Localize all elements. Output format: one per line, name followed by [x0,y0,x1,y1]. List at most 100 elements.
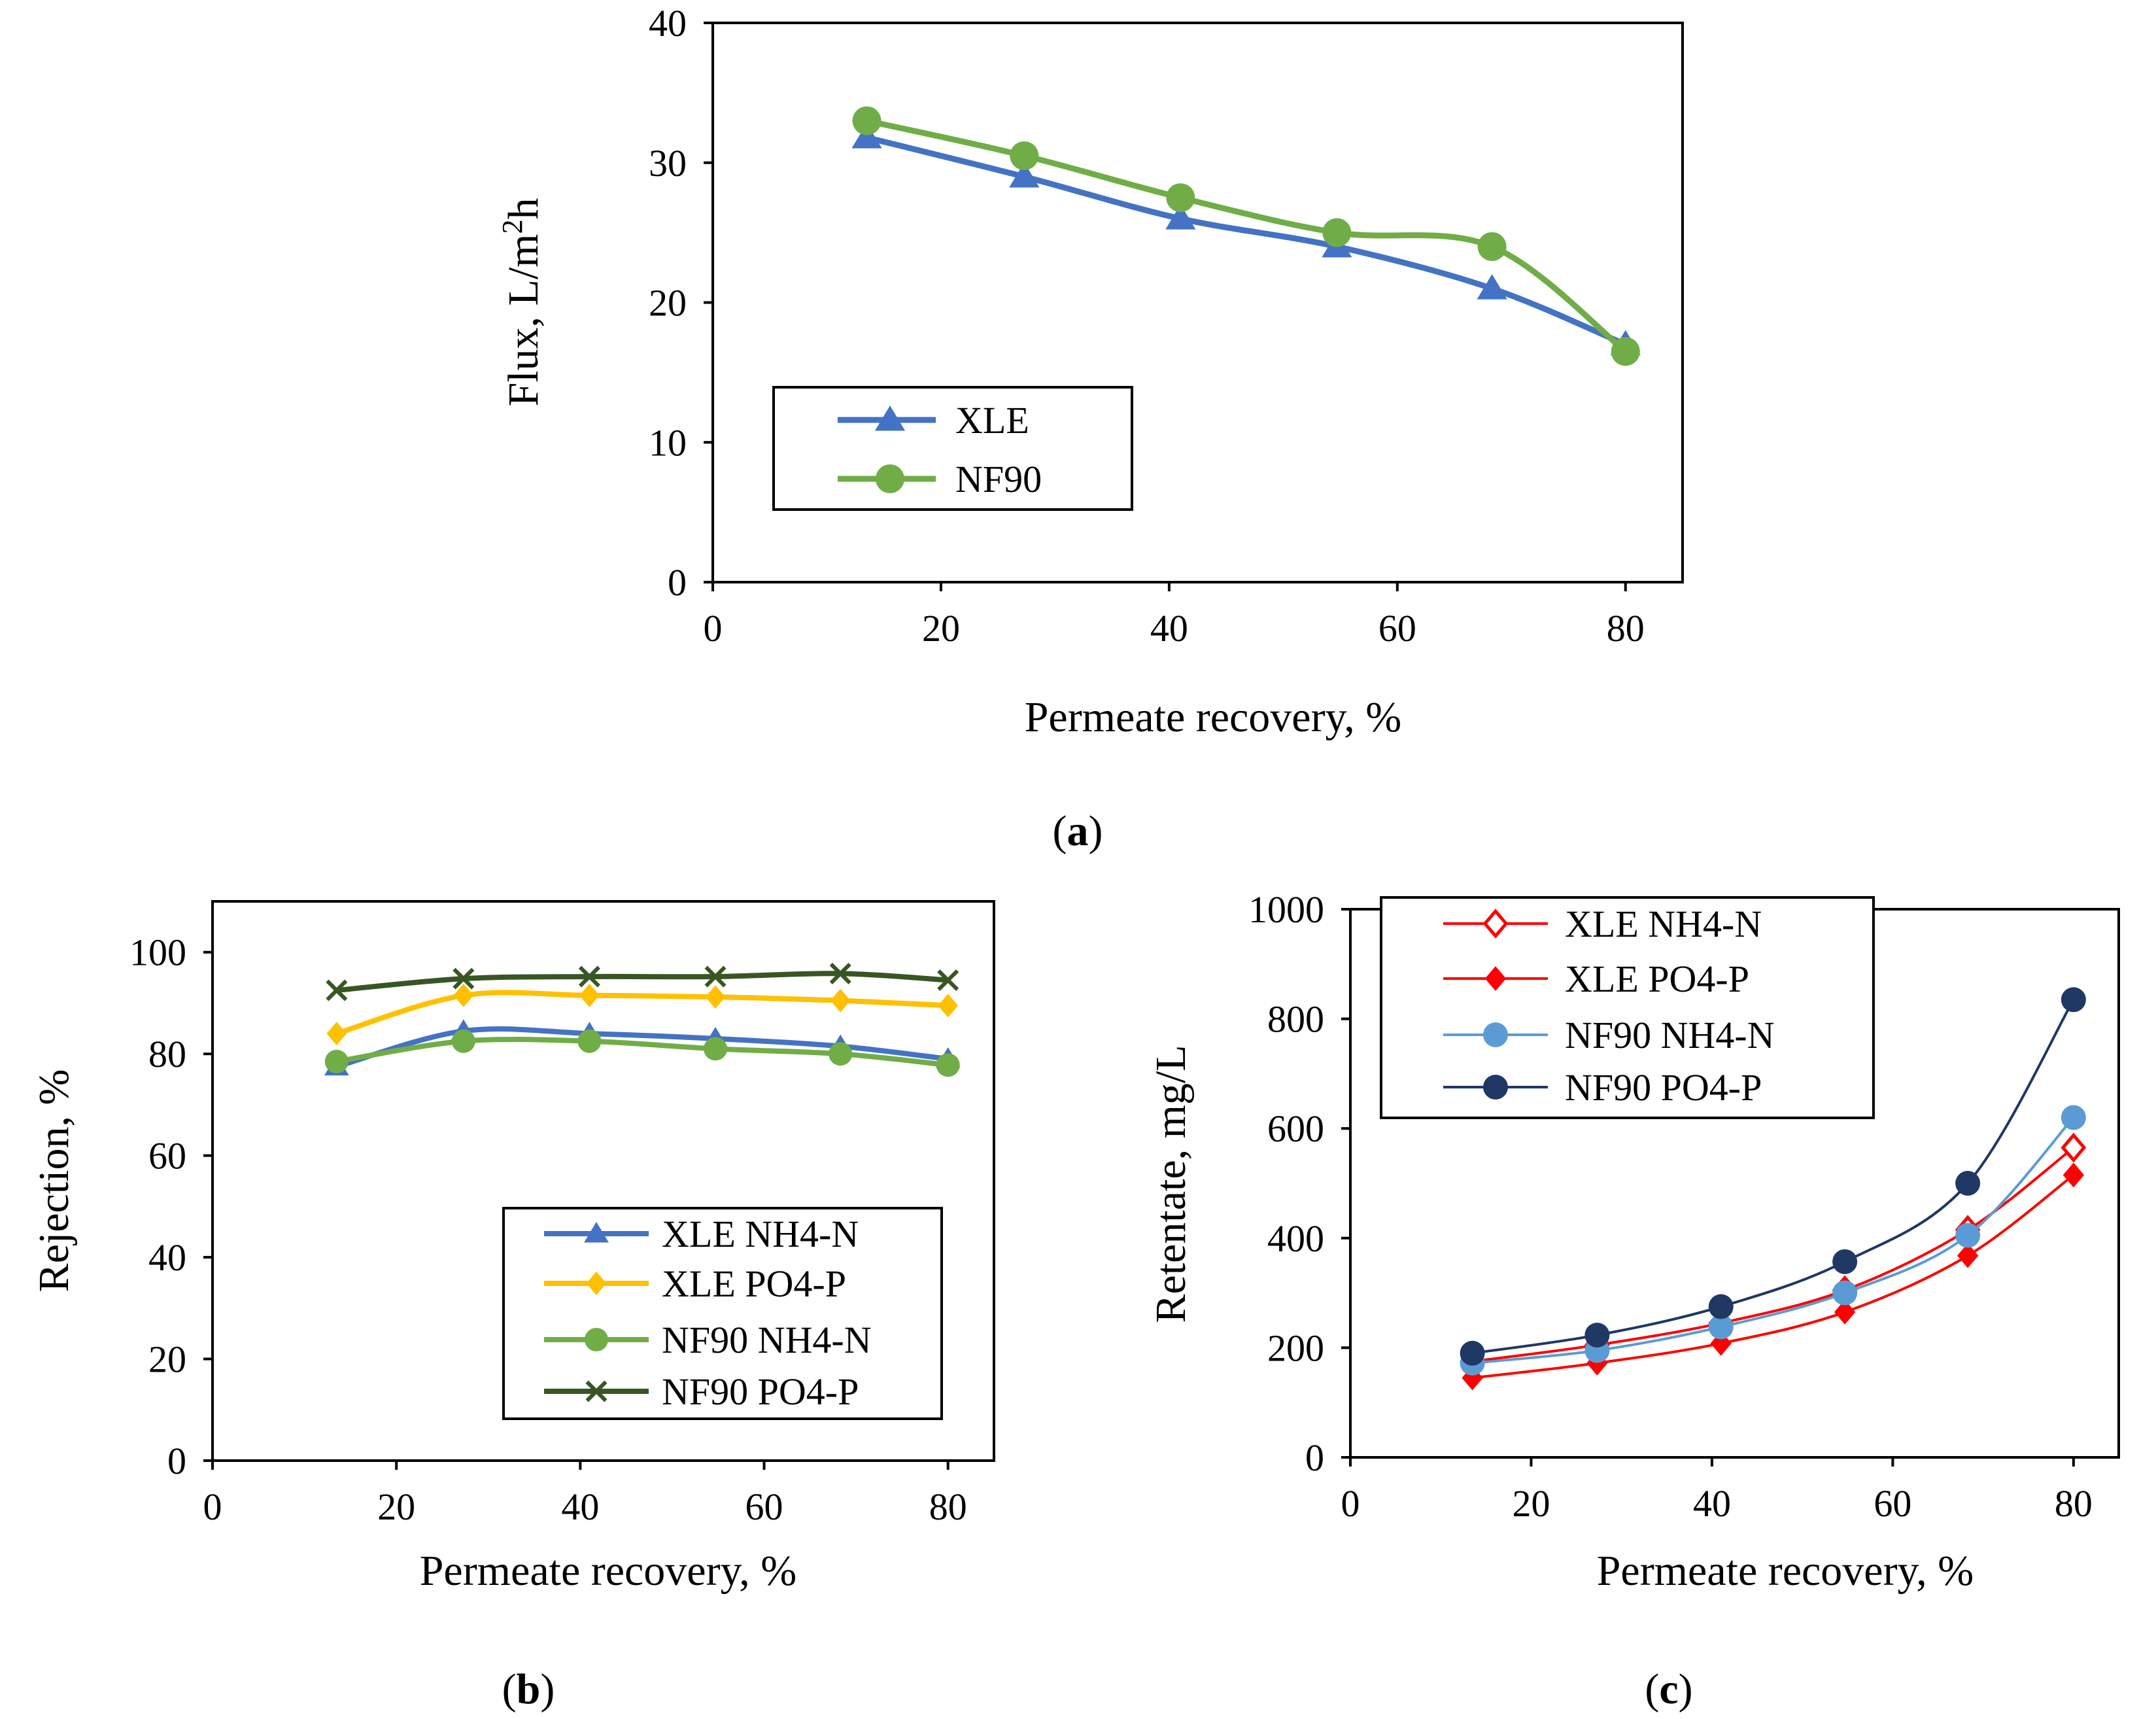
panel-c-x-tick-label: 60 [1874,1482,1911,1525]
panel-b-legend-marker-xle-nh4-n [584,1222,609,1243]
panel-a-y-axis-title-main: Flux, L/m [500,234,547,406]
panel-c-x-tick-label: 40 [1693,1482,1731,1525]
panel-a-legend: XLE NF90 [772,386,1133,511]
panel-b-series-line-nf90-nh4-n [336,1036,949,1068]
panel-b-y-tick-label: 80 [148,1033,186,1075]
panel-a-point-nf90 [852,106,881,135]
panel-c-legend-marker-xle-po4-p [1484,966,1507,991]
panel-b-point-xle-po4-p [938,994,959,1018]
panel-a-x-axis-title: Permeate recovery, % [1025,693,1402,741]
panel-c-x-tick-label: 20 [1512,1482,1550,1525]
panel-b-x-tick-label: 80 [929,1485,967,1528]
panel-b-point-nf90-nh4-n [451,1029,475,1053]
panel-b-point-nf90-po4-p [578,965,600,988]
panel-b-legend-box [502,1207,943,1420]
panel-c-legend-label-xle-nh4n: XLE NH4-N [1565,903,1762,945]
panel-b-legend: XLE NH4-N XLE PO4-P NF90 NH4-N NF90 PO4-… [502,1207,943,1420]
panel-a-x-tick-label: 60 [1378,607,1416,650]
panel-c-point-nf90-po4-p [1708,1294,1734,1319]
panel-a-legend-marker-xle [874,406,906,431]
panel-c-point-xle-po4-p [1834,1299,1856,1325]
panel-a-point-nf90 [1322,218,1352,247]
panel-c-series-layer [1460,987,2087,1391]
panel-c-point-nf90-po4-p [1955,1171,1981,1196]
panel-a-x-tick-label: 20 [922,607,960,650]
panel-c-legend-entry-nf90-po4p: NF90 PO4-P [1443,1066,1762,1109]
panel-a-point-nf90 [1166,183,1195,213]
panel-a-caption-letter: a [1067,807,1089,855]
panel-b-y-tick-label: 0 [167,1440,186,1482]
panel-a-y-tick-label: 0 [668,561,687,604]
panel-a-x-tick-label: 40 [1150,607,1188,650]
panel-c-y-tick-label: 400 [1267,1217,1324,1260]
panel-c-legend-box [1380,896,1875,1119]
panel-b-point-nf90-nh4-n [936,1053,960,1077]
panel-b-y-tick-label: 60 [148,1135,186,1177]
panel-c-point-xle-nh4-n [2061,1132,2087,1163]
panel-b-caption: (b) [502,1665,555,1713]
panel-c-point-nf90-nh4-n [1955,1223,1981,1248]
panel-b-plot-frame [211,900,995,1462]
panel-b-y-tick-label: 20 [148,1338,186,1381]
panel-c-y-tick-label: 0 [1305,1436,1324,1479]
panel-c-series-line-xle-po4-p [1472,1173,2075,1380]
panel-c-x-tick-label: 0 [1341,1482,1360,1525]
panel-b-y-tick-label: 40 [148,1236,186,1279]
panel-a-y-tick-label: 20 [649,282,687,324]
panel-b-x-tick-label: 40 [561,1485,599,1528]
panel-b-y-axis-title: Rejection, % [30,1069,78,1293]
panel-b-ticks: 0 20 40 60 80 0 20 40 60 80 100 [129,931,967,1528]
panel-c-x-axis-title: Permeate recovery, % [1597,1547,1974,1595]
panel-c-legend-label-nf90-nh4n: NF90 NH4-N [1565,1014,1775,1056]
panel-b-y-tick-label: 100 [129,931,186,974]
panel-b-point-nf90-po4-p [704,965,727,988]
panel-a-y-tick-label: 40 [649,2,687,44]
panel-b-series-line-nf90-po4-p [336,971,948,994]
panel-a-legend-label-xle: XLE [955,399,1029,442]
panel-c-series-line-nf90-nh4-n [1472,1117,2075,1364]
panel-c-legend-entry-nf90-nh4n: NF90 NH4-N [1443,1014,1775,1056]
panel-b-x-tick-label: 0 [203,1485,222,1528]
panel-b-point-xle-po4-p [453,983,474,1007]
panel-b-series-line-xle-po4-p [335,990,948,1036]
panel-c-legend-label-xle-po4p: XLE PO4-P [1565,958,1749,1000]
panel-b-series-layer [324,962,961,1077]
panel-b-point-nf90-nh4-n [324,1049,349,1073]
panel-b-point-nf90-nh4-n [829,1042,853,1066]
panel-a-legend-box [772,386,1133,511]
panel-c-legend-entry-xle-po4p: XLE PO4-P [1443,958,1749,1000]
panel-a-legend-entry-nf90: NF90 [838,458,1042,500]
panel-c-point-nf90-nh4-n [1708,1314,1734,1340]
panel-c-y-axis-title: Retentate, mg/L [1147,1045,1195,1323]
panel-b-legend-marker-nf90-po4-p [585,1380,607,1402]
panel-c-legend-entry-xle-nh4n: XLE NH4-N [1443,903,1762,945]
panel-c-legend-marker-nf90-nh4-n [1483,1022,1508,1047]
panel-c-caption-letter: c [1659,1665,1678,1713]
panel-a-point-xle [1165,204,1196,230]
panel-a-point-xle [1477,274,1507,300]
panel-c-y-tick-label: 600 [1267,1107,1324,1150]
panel-c-caption: (c) [1645,1665,1692,1713]
panel-c-y-tick-label: 200 [1267,1327,1324,1369]
panel-c-legend-label-nf90-po4p: NF90 PO4-P [1565,1066,1762,1109]
panel-a-point-nf90 [1611,337,1640,366]
panel-c-point-nf90-po4-p [1460,1340,1485,1366]
panel-b-point-xle-po4-p [579,983,600,1007]
panel-a-legend-label-nf90: NF90 [955,458,1042,500]
panel-b-legend-label-nf90-po4p: NF90 PO4-P [662,1370,859,1413]
panel-b-point-xle-po4-p [705,985,726,1009]
panel-b-legend-entry-xle-nh4n: XLE NH4-N [544,1213,859,1255]
panel-c-series-line-xle-nh4-n [1472,1146,2075,1363]
panel-a-caption: (a) [1053,807,1103,855]
panel-c-legend: XLE NH4-N XLE PO4-P NF90 NH4-N NF90 PO4-… [1380,896,1875,1119]
panel-b-x-tick-label: 20 [377,1485,415,1528]
panel-c-legend-marker-xle-nh4-n [1482,909,1509,939]
panel-b-rejection-chart: 0 20 40 60 80 0 20 40 60 80 100 Permeate recovery,… [30,900,995,1713]
panel-b-point-nf90-nh4-n [577,1029,602,1053]
panel-a-series-layer [851,106,1641,366]
panel-a-x-tick-label: 80 [1607,607,1645,650]
panel-a-point-xle [1009,162,1040,188]
